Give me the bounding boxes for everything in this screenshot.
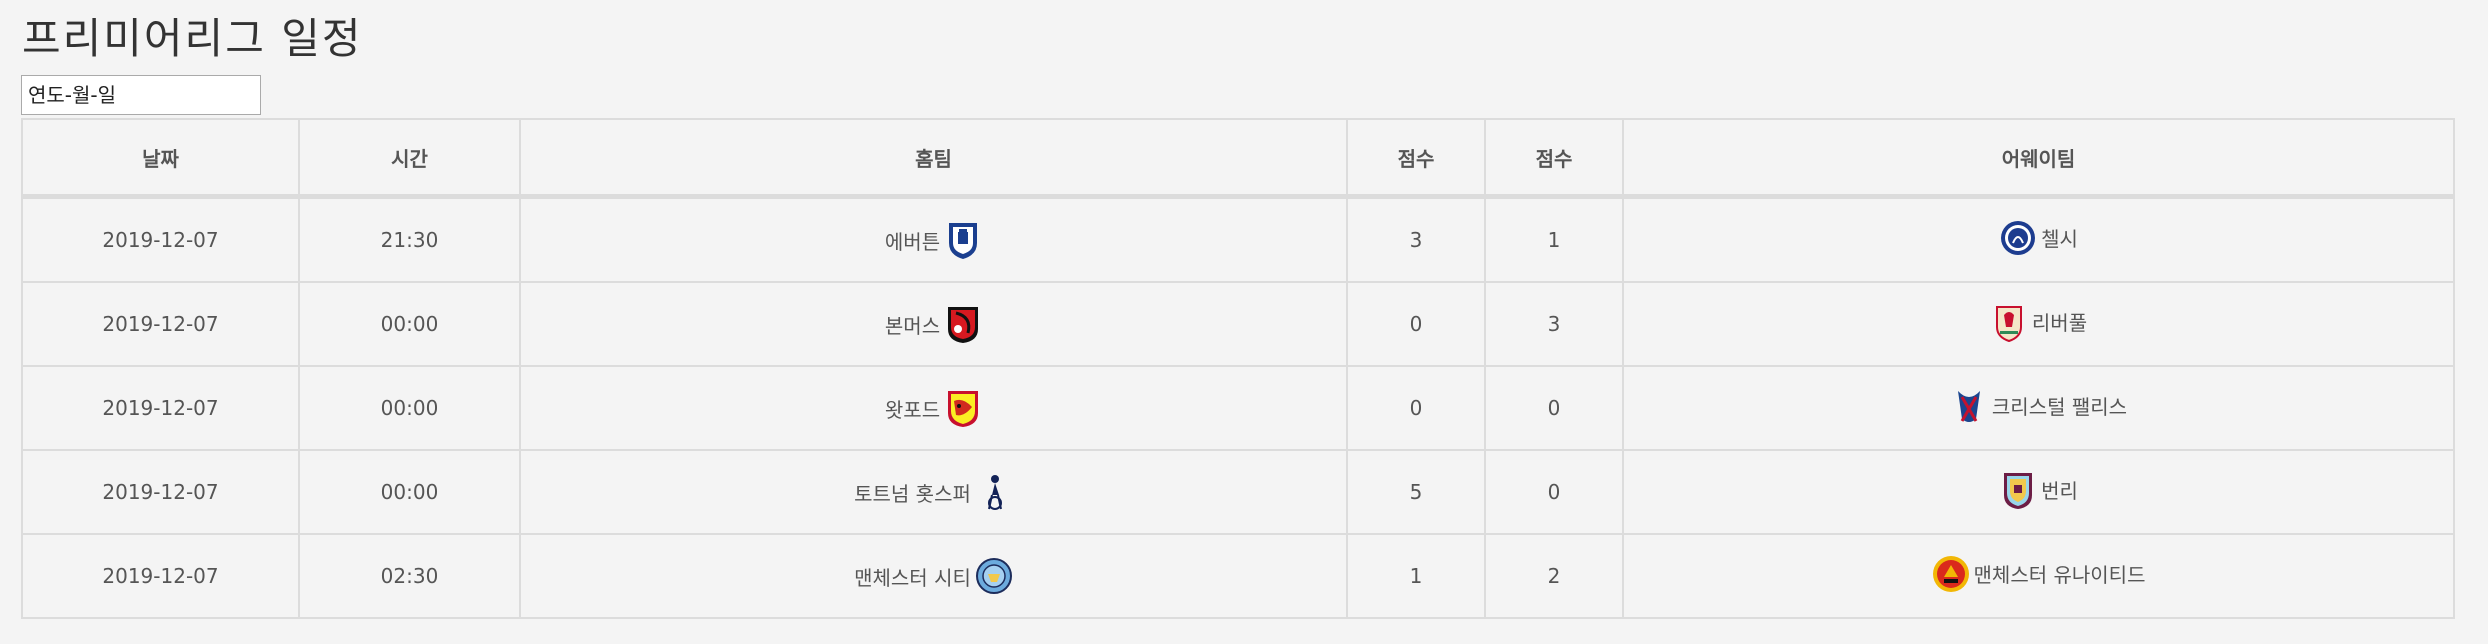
time-cell: 21:30 xyxy=(298,195,521,283)
schedule-table: 날짜 시간 홈팀 점수 점수 어웨이팀 2019-12-07 21:30 에버튼 xyxy=(21,118,2455,619)
time-header: 시간 xyxy=(298,118,521,199)
home-score-cell: 3 xyxy=(1346,195,1486,283)
home-team-cell: 에버튼 xyxy=(519,195,1348,283)
away-score-cell: 3 xyxy=(1484,281,1624,367)
away-score-cell: 2 xyxy=(1484,533,1624,619)
home-team-cell: 토트넘 홋스퍼 xyxy=(519,449,1348,535)
home-score-header: 점수 xyxy=(1346,118,1486,199)
away-team-name: 첼시 xyxy=(2041,227,2078,251)
chelsea-crest-icon xyxy=(1999,217,2037,259)
away-score-header: 점수 xyxy=(1484,118,1624,199)
away-team-name: 맨체스터 유나이티드 xyxy=(1973,563,2146,587)
page-title: 프리미어리그 일정 xyxy=(22,14,363,63)
date-cell: 2019-12-07 xyxy=(21,281,300,367)
time-cell: 00:00 xyxy=(298,281,521,367)
away-score-cell: 1 xyxy=(1484,195,1624,283)
time-cell: 00:00 xyxy=(298,449,521,535)
away-team-header: 어웨이팀 xyxy=(1622,118,2455,199)
away-team-cell: 맨체스터 유나이티드 xyxy=(1622,533,2455,619)
away-team-cell: 번리 xyxy=(1622,449,2455,535)
home-score-cell: 5 xyxy=(1346,449,1486,535)
date-header: 날짜 xyxy=(21,118,300,199)
liverpool-crest-icon xyxy=(1990,301,2028,343)
crystal-palace-crest-icon xyxy=(1950,385,1988,427)
away-score-cell: 0 xyxy=(1484,365,1624,451)
manchester-united-crest-icon xyxy=(1932,553,1970,595)
table-row: 2019-12-07 00:00 토트넘 홋스퍼 5 0 xyxy=(21,449,2455,535)
home-score-cell: 0 xyxy=(1346,365,1486,451)
date-cell: 2019-12-07 xyxy=(21,449,300,535)
tottenham-crest-icon xyxy=(975,471,1013,513)
table-row: 2019-12-07 00:00 왓포드 0 0 xyxy=(21,365,2455,451)
header-row: 날짜 시간 홈팀 점수 점수 어웨이팀 xyxy=(21,118,2455,199)
home-team-name: 왓포드 xyxy=(884,397,941,422)
away-team-name: 번리 xyxy=(2041,479,2078,503)
home-score-cell: 0 xyxy=(1346,281,1486,367)
date-cell: 2019-12-07 xyxy=(21,195,300,283)
table-row: 2019-12-07 00:00 본머스 0 3 xyxy=(21,281,2455,367)
away-team-cell: 크리스털 팰리스 xyxy=(1622,365,2455,451)
home-team-cell: 맨체스터 시티 xyxy=(519,533,1348,619)
date-cell: 2019-12-07 xyxy=(21,365,300,451)
table-row: 2019-12-07 02:30 맨체스터 시티 1 2 xyxy=(21,533,2455,619)
away-team-name: 리버풀 xyxy=(2031,311,2088,335)
home-team-cell: 본머스 xyxy=(519,281,1348,367)
away-team-cell: 리버풀 xyxy=(1622,281,2455,367)
away-score-cell: 0 xyxy=(1484,449,1624,535)
date-input[interactable] xyxy=(21,75,261,115)
home-team-name: 에버튼 xyxy=(884,229,941,254)
everton-crest-icon xyxy=(944,219,982,261)
date-cell: 2019-12-07 xyxy=(21,533,300,619)
bournemouth-crest-icon xyxy=(944,303,982,345)
home-team-name: 맨체스터 시티 xyxy=(854,565,971,590)
table-row: 2019-12-07 21:30 에버튼 3 1 xyxy=(21,195,2455,283)
home-team-cell: 왓포드 xyxy=(519,365,1348,451)
manchester-city-crest-icon xyxy=(975,555,1013,597)
watford-crest-icon xyxy=(944,387,982,429)
away-team-name: 크리스털 팰리스 xyxy=(1991,395,2128,419)
burnley-crest-icon xyxy=(1999,469,2037,511)
home-team-name: 본머스 xyxy=(884,313,941,338)
home-team-header: 홈팀 xyxy=(519,118,1348,199)
away-team-cell: 첼시 xyxy=(1622,195,2455,283)
time-cell: 00:00 xyxy=(298,365,521,451)
home-team-name: 토트넘 홋스퍼 xyxy=(854,481,971,506)
home-score-cell: 1 xyxy=(1346,533,1486,619)
time-cell: 02:30 xyxy=(298,533,521,619)
